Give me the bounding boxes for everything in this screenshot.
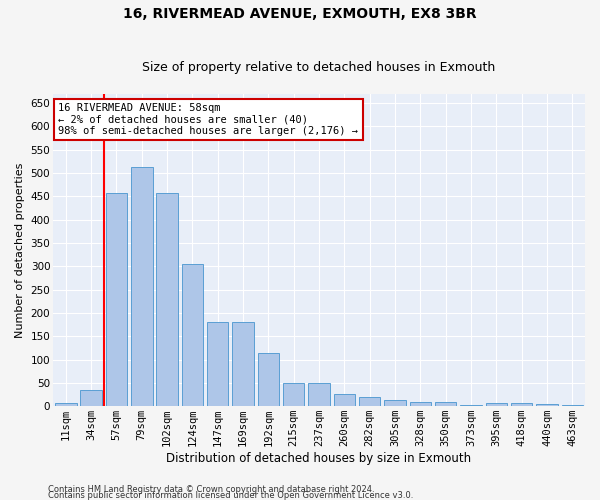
X-axis label: Distribution of detached houses by size in Exmouth: Distribution of detached houses by size … [166,452,472,465]
Bar [232,322,254,406]
Bar [106,193,127,406]
Bar [536,404,558,406]
Bar [257,352,279,406]
Bar [334,394,355,406]
Bar [511,403,532,406]
Bar [283,383,304,406]
Y-axis label: Number of detached properties: Number of detached properties [15,162,25,338]
Bar [410,402,431,406]
Bar [182,264,203,406]
Bar [80,390,102,406]
Bar [562,405,583,406]
Bar [485,403,507,406]
Bar [207,322,229,406]
Title: Size of property relative to detached houses in Exmouth: Size of property relative to detached ho… [142,62,496,74]
Bar [359,397,380,406]
Bar [55,403,77,406]
Text: 16 RIVERMEAD AVENUE: 58sqm
← 2% of detached houses are smaller (40)
98% of semi-: 16 RIVERMEAD AVENUE: 58sqm ← 2% of detac… [58,103,358,136]
Bar [384,400,406,406]
Bar [308,383,330,406]
Bar [435,402,457,406]
Bar [131,167,152,406]
Bar [157,193,178,406]
Text: Contains HM Land Registry data © Crown copyright and database right 2024.: Contains HM Land Registry data © Crown c… [48,484,374,494]
Text: Contains public sector information licensed under the Open Government Licence v3: Contains public sector information licen… [48,490,413,500]
Bar [460,405,482,406]
Text: 16, RIVERMEAD AVENUE, EXMOUTH, EX8 3BR: 16, RIVERMEAD AVENUE, EXMOUTH, EX8 3BR [123,8,477,22]
